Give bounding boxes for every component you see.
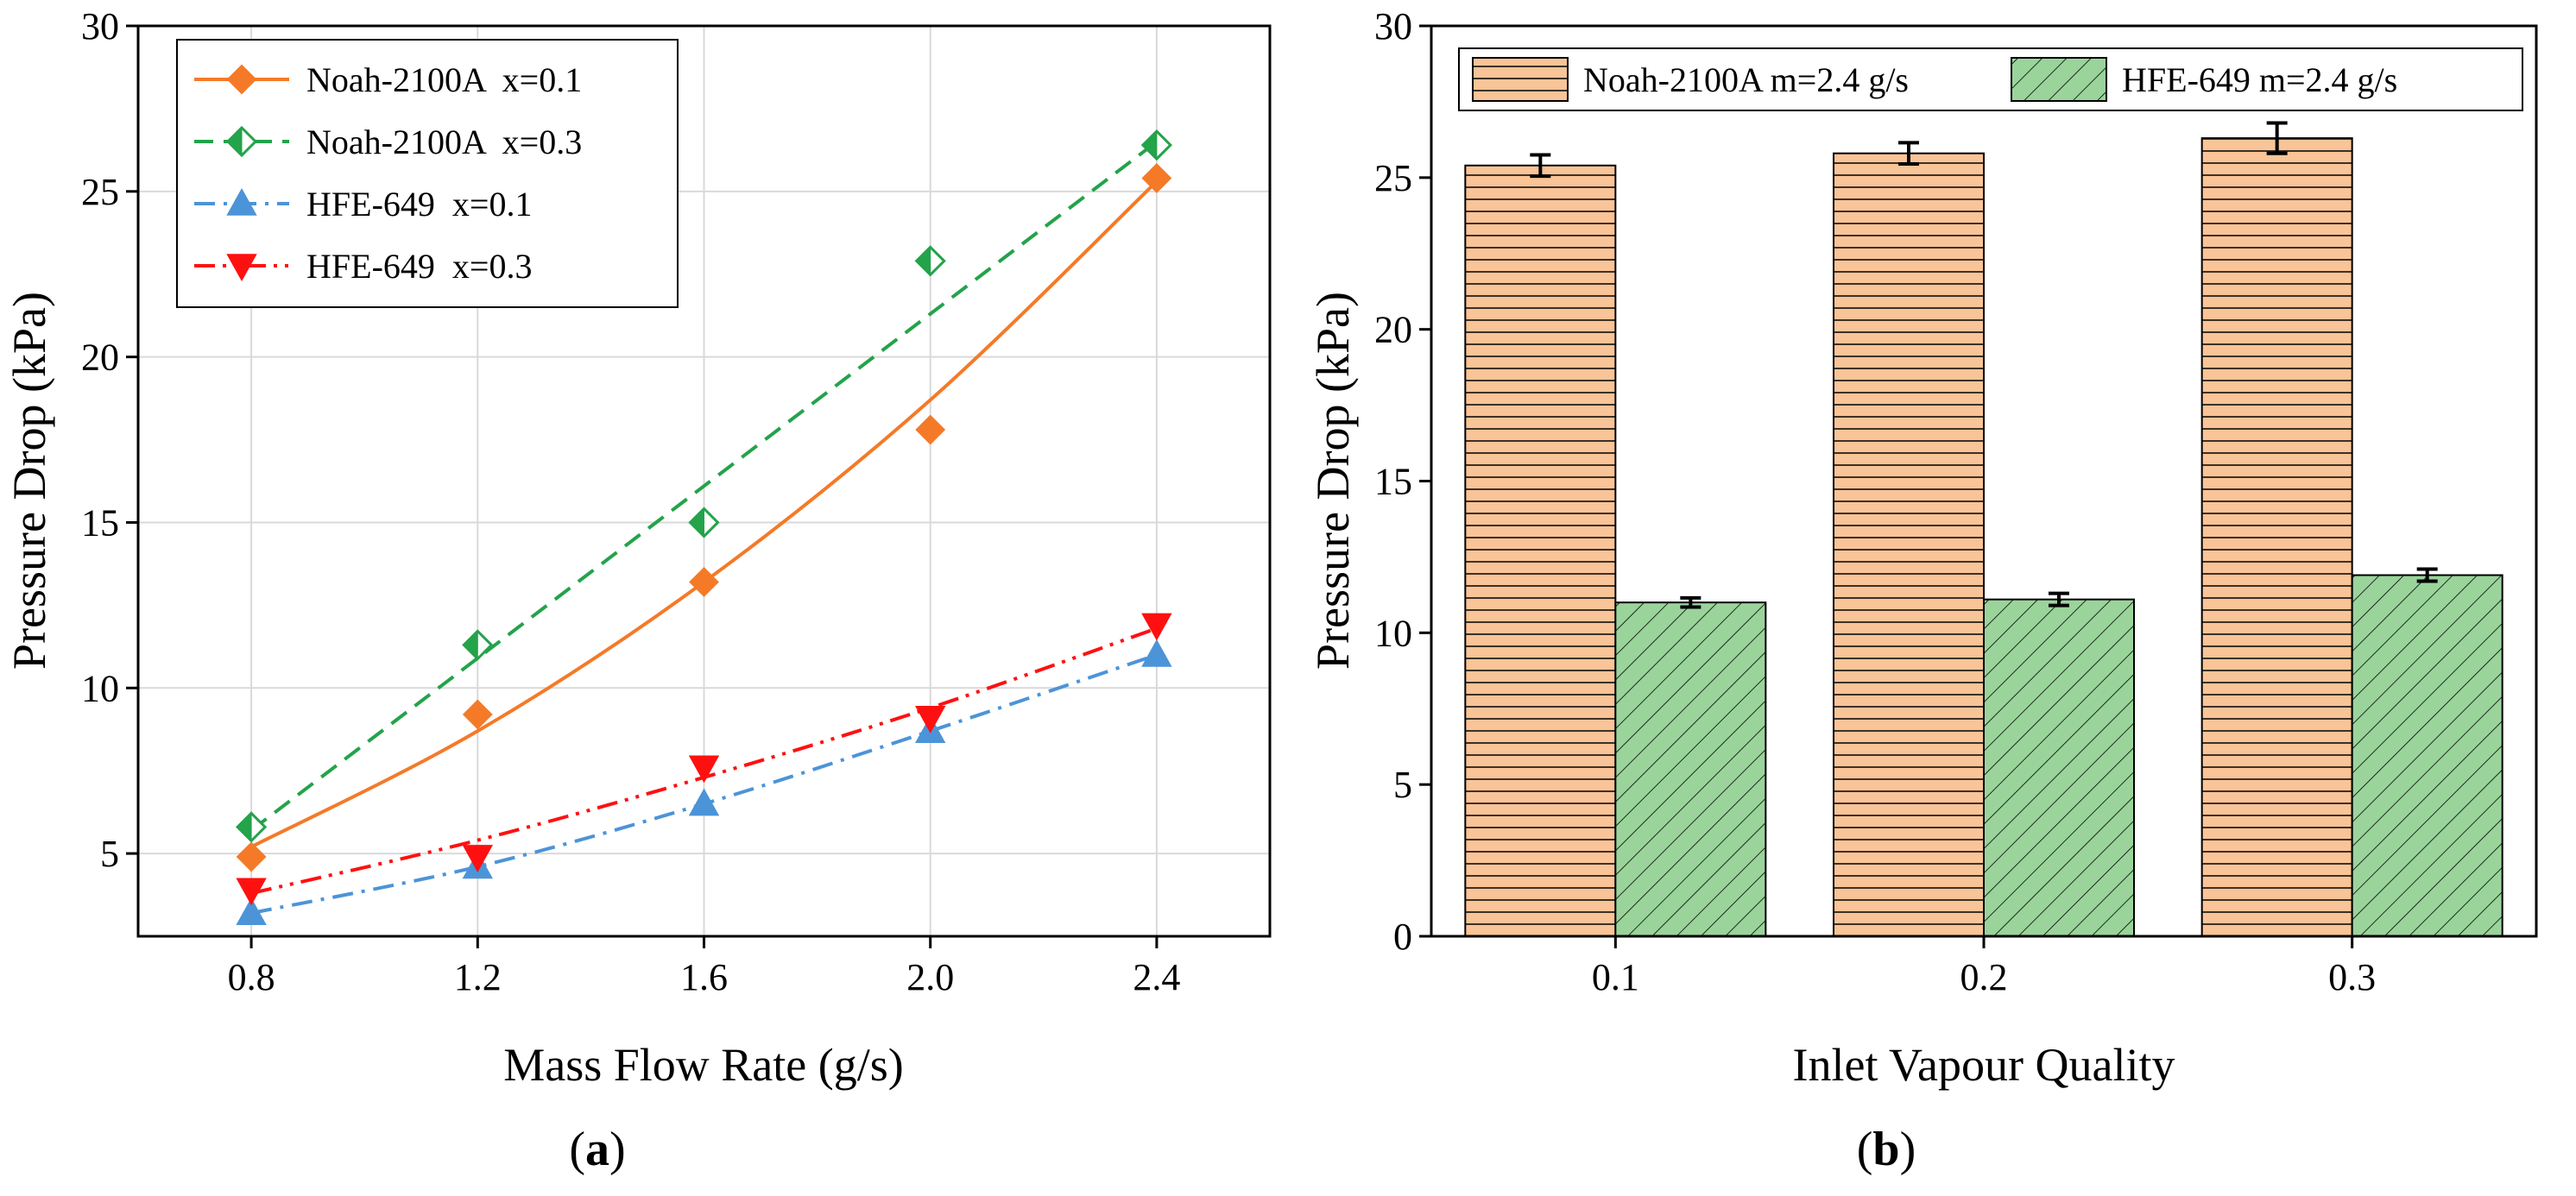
legend-b-swatch-1 [2011, 57, 2107, 102]
bar-hfe-0.2 [1983, 598, 2135, 938]
panel-a-x-axis-title: Mass Flow Rate (g/s) [503, 1039, 903, 1091]
y-tick-label: 5 [100, 833, 119, 875]
y-tick-label: 20 [81, 337, 119, 379]
x-tick-label: 0.2 [1960, 956, 2008, 998]
bar-hfe-0.3 [2351, 574, 2503, 937]
series-1-point [1140, 129, 1173, 161]
series-2-point [1141, 639, 1172, 667]
x-tick-label: 0.8 [228, 956, 275, 998]
y-tick-label: 30 [1374, 5, 1412, 47]
series-1-point-fill [237, 812, 252, 842]
error-bar [2266, 121, 2288, 155]
panel-b-bars [1464, 137, 2503, 938]
panel-b-legend-box [1458, 47, 2523, 111]
series-1-point [235, 811, 268, 843]
series-1-point-fill [1142, 129, 1158, 161]
panel-b-error-bars [1530, 121, 2438, 609]
legend-b-label-0: Noah-2100A m=2.4 g/s [1583, 60, 1909, 99]
series-3-point [1141, 613, 1172, 641]
y-tick-label: 10 [81, 667, 119, 709]
panel-a-label: (a) [569, 1123, 625, 1176]
legend-a-marker-0 [226, 64, 257, 95]
y-tick-label: 15 [1374, 461, 1412, 503]
legend-a-marker-1-fill [227, 126, 243, 157]
series-0-point [1141, 163, 1172, 193]
series-3-point [688, 755, 720, 784]
legend-a-label-0: Noah-2100A x=0.1 [306, 60, 582, 99]
legend-a-label-3: HFE-649 x=0.3 [306, 247, 532, 286]
bar-noah-0.2 [1833, 152, 1985, 937]
legend-a-marker-1 [225, 125, 258, 158]
panel-b-legend: Noah-2100A m=2.4 g/s HFE-649 m=2.4 g/s [1458, 47, 2523, 111]
y-tick-label: 10 [1374, 612, 1412, 654]
panel-b-y-axis-title: Pressure Drop (kPa) [1307, 292, 1359, 670]
panel-b-x-axis-title: Inlet Vapour Quality [1793, 1039, 2175, 1091]
legend-a-label-2: HFE-649 x=0.1 [306, 185, 532, 223]
x-tick-label: 1.6 [680, 956, 728, 998]
legend-a-marker-2 [226, 187, 257, 216]
series-1-point [914, 245, 946, 277]
series-3-point [915, 706, 946, 733]
series-2-point [236, 897, 267, 925]
series-1-point [688, 507, 720, 538]
panel-a-ticks: 0.8 1.2 1.6 2.0 2.4 5 10 15 20 25 30 [81, 5, 1180, 998]
bar-hfe-0.1 [1614, 601, 1767, 938]
x-tick-label: 0.1 [1592, 956, 1639, 998]
y-tick-label: 20 [1374, 309, 1412, 351]
series-0-point [236, 841, 267, 872]
error-bar [1680, 595, 1702, 609]
error-bar [2416, 567, 2438, 583]
bar-noah-0.3 [2200, 137, 2353, 938]
bar-noah-0.1 [1464, 164, 1617, 937]
panel-a-legend-box [176, 39, 679, 308]
series-1-point-fill [463, 630, 478, 660]
panel-b-label: (b) [1857, 1123, 1916, 1176]
panel-a-line-chart: 0.8 1.2 1.6 2.0 2.4 5 10 15 20 25 30 Noah-2100A x=… [3, 5, 1272, 1176]
panel-b-bar-chart: 0 5 10 15 20 25 30 0.1 0.2 0.3 Noah-2100A m=2.4 g… [1307, 5, 2538, 1176]
y-tick-label: 25 [81, 171, 119, 213]
series-1-point-fill [915, 246, 931, 276]
error-bar [1530, 153, 1551, 179]
panel-a-legend: Noah-2100A x=0.1 Noah-2100A x=0.3 HFE-649 … [176, 39, 679, 308]
x-tick-label: 0.3 [2328, 956, 2376, 998]
series-3-point [462, 845, 493, 872]
y-tick-label: 30 [81, 5, 119, 47]
error-bar [1898, 141, 1919, 167]
x-tick-label: 2.0 [906, 956, 954, 998]
series-0-point [689, 567, 719, 597]
error-bar [2049, 591, 2069, 607]
series-2-point [688, 788, 720, 816]
y-tick-label: 0 [1393, 916, 1412, 958]
series-1-point [462, 629, 494, 661]
legend-b-swatch-0 [1472, 57, 1569, 102]
x-tick-label: 2.4 [1133, 956, 1180, 998]
series-1-fit-line [249, 140, 1159, 832]
y-tick-label: 25 [1374, 157, 1412, 199]
legend-a-marker-3 [226, 254, 257, 282]
legend-b-label-1: HFE-649 m=2.4 g/s [2122, 60, 2397, 99]
legend-a-label-1: Noah-2100A x=0.3 [306, 123, 582, 161]
y-tick-label: 5 [1393, 764, 1412, 806]
panel-b-ticks: 0 5 10 15 20 25 30 0.1 0.2 0.3 [1374, 5, 2376, 998]
series-0-point [915, 414, 946, 445]
y-tick-label: 15 [81, 501, 119, 544]
panel-a-markers [235, 129, 1173, 925]
panel-a-y-axis-title: Pressure Drop (kPa) [3, 292, 55, 670]
x-tick-label: 1.2 [454, 956, 502, 998]
series-0-point [462, 699, 493, 730]
series-1-point-fill [689, 507, 704, 538]
series-3-point [236, 878, 267, 906]
